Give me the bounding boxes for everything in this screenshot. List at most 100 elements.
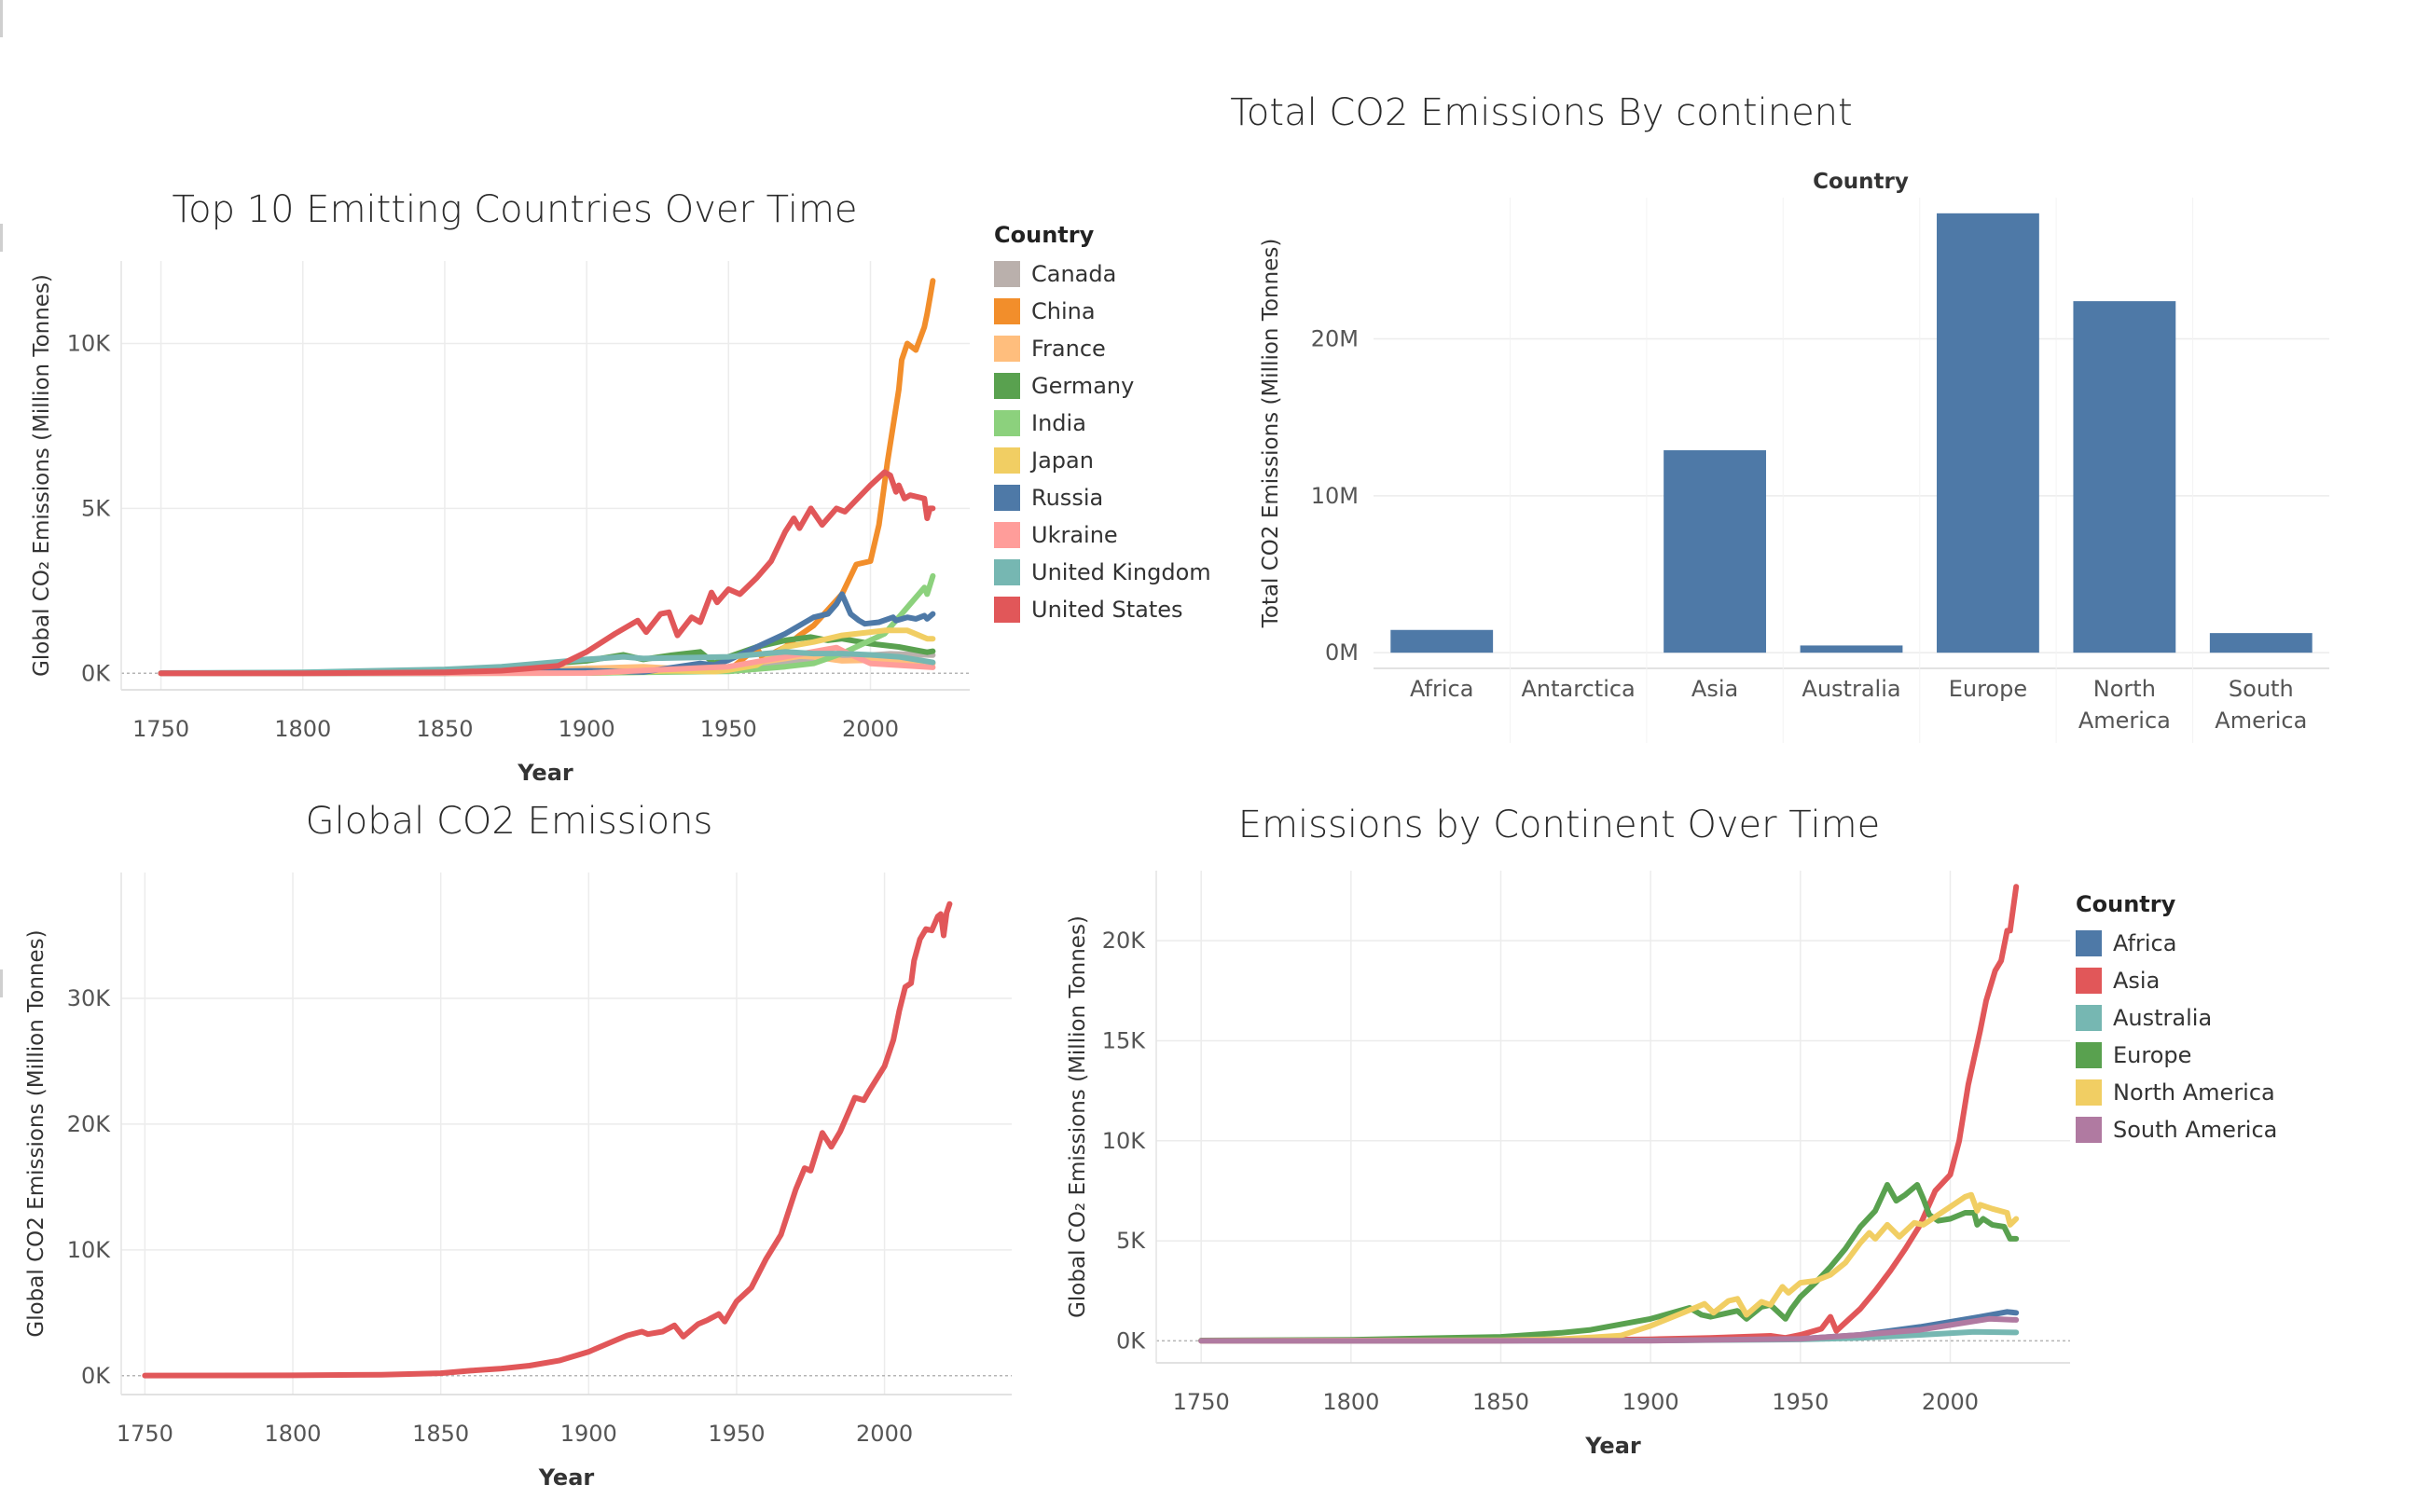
y-tick-label: 10K bbox=[1102, 1128, 1147, 1154]
legend-item[interactable]: United States bbox=[994, 591, 1211, 628]
x-axis-title: Year bbox=[538, 1464, 595, 1491]
legend-item[interactable]: China bbox=[994, 293, 1211, 330]
legend-label: Asia bbox=[2113, 968, 2161, 994]
x-category-label: Africa bbox=[1410, 676, 1473, 702]
x-tick-label: 2000 bbox=[856, 1421, 913, 1447]
series-line-global bbox=[142, 900, 953, 1379]
x-category-label: Europe bbox=[1949, 676, 2027, 702]
legend-item[interactable]: France bbox=[994, 330, 1211, 367]
bar-south-america bbox=[2209, 633, 2313, 653]
legend-swatch bbox=[2076, 930, 2102, 956]
legend-item[interactable]: North America bbox=[2076, 1074, 2277, 1111]
y-tick-label: 20M bbox=[1311, 326, 1359, 352]
top10-countries-plot: 1750 1800 1850 1900 1950 2000 0K 5K 10K Year Globa… bbox=[30, 261, 970, 786]
series-line-north-america bbox=[1198, 1191, 2020, 1344]
legend-item[interactable]: Australia bbox=[2076, 999, 2277, 1037]
x-tick-label: 1900 bbox=[559, 716, 615, 742]
bar-asia bbox=[1664, 450, 1766, 653]
legend-swatch bbox=[2076, 1042, 2102, 1068]
legend-swatch bbox=[2076, 1117, 2102, 1143]
series-line-china bbox=[158, 278, 936, 677]
legend-label: France bbox=[1031, 336, 1106, 362]
x-tick-label: 1800 bbox=[1322, 1389, 1379, 1415]
x-category-label: Australia bbox=[1802, 676, 1900, 702]
y-axis-title: Total CO2 Emissions (Million Tonnes) bbox=[1259, 239, 1283, 629]
x-tick-label: 1900 bbox=[560, 1421, 617, 1447]
legend-label: China bbox=[1031, 298, 1096, 324]
x-tick-label: 1800 bbox=[274, 716, 331, 742]
legend-title: Country bbox=[2076, 891, 2176, 917]
bar-north-america bbox=[2073, 301, 2176, 653]
legend-swatch bbox=[2076, 1005, 2102, 1031]
legend-label: India bbox=[1031, 410, 1086, 436]
y-tick-label: 10M bbox=[1311, 483, 1359, 509]
legend-label: Canada bbox=[1031, 261, 1117, 287]
series-line-asia bbox=[1198, 884, 2020, 1344]
legend-swatch bbox=[2076, 1079, 2102, 1106]
legend-swatch bbox=[994, 373, 1020, 399]
y-tick-label: 0K bbox=[81, 660, 111, 686]
legend-item[interactable]: Russia bbox=[994, 479, 1211, 516]
legend-item[interactable]: Germany bbox=[994, 367, 1211, 405]
column-header: Country bbox=[1813, 170, 1909, 194]
legend-label: Australia bbox=[2113, 1005, 2213, 1031]
y-axis-title: Global CO2 Emissions (Million Tonnes) bbox=[24, 929, 48, 1337]
legend-swatch bbox=[2076, 968, 2102, 994]
legend-swatch bbox=[994, 261, 1020, 287]
x-tick-label: 1950 bbox=[708, 1421, 765, 1447]
x-tick-label: 1850 bbox=[416, 716, 473, 742]
x-tick-label: 1950 bbox=[1772, 1389, 1829, 1415]
y-tick-label: 0M bbox=[1325, 639, 1359, 666]
series-line-united-kingdom bbox=[158, 649, 936, 676]
legend-label: Russia bbox=[1031, 485, 1104, 511]
legend-item[interactable]: Ukraine bbox=[994, 516, 1211, 554]
y-tick-label: 30K bbox=[67, 985, 112, 1011]
x-tick-label: 1950 bbox=[700, 716, 757, 742]
x-category-label: Antarctica bbox=[1522, 676, 1636, 702]
country-legend: Country Canada China France Germany India Jap… bbox=[994, 222, 1211, 628]
window-edge-mark bbox=[0, 0, 3, 37]
x-tick-label: 1900 bbox=[1622, 1389, 1679, 1415]
legend-label: Japan bbox=[1031, 447, 1094, 474]
x-category-label: North bbox=[2093, 676, 2156, 702]
x-axis-title: Year bbox=[517, 760, 573, 786]
y-tick-label: 5K bbox=[81, 495, 111, 521]
chart-title: Top 10 Emitting Countries Over Time bbox=[172, 188, 858, 231]
y-tick-label: 20K bbox=[67, 1111, 112, 1137]
legend-swatch bbox=[994, 522, 1020, 548]
chart-title: Global CO2 Emissions bbox=[305, 800, 713, 843]
series-line-south-america bbox=[1198, 1315, 2020, 1344]
chart-title: Emissions by Continent Over Time bbox=[1237, 804, 1881, 846]
x-category-label: Asia bbox=[1691, 676, 1738, 702]
x-category-label: America bbox=[2215, 708, 2307, 734]
series-line-united-states bbox=[158, 469, 936, 677]
legend-label: United Kingdom bbox=[1031, 559, 1211, 585]
legend-item[interactable]: India bbox=[994, 405, 1211, 442]
legend-item[interactable]: South America bbox=[2076, 1111, 2277, 1148]
legend-item[interactable]: United Kingdom bbox=[994, 554, 1211, 591]
continent-legend: Country Africa Asia Australia Europe North A… bbox=[2076, 891, 2277, 1148]
x-tick-label: 1800 bbox=[264, 1421, 321, 1447]
legend-label: United States bbox=[1031, 597, 1183, 623]
legend-swatch bbox=[994, 485, 1020, 511]
legend-item[interactable]: Asia bbox=[2076, 962, 2277, 999]
y-axis-title: Global CO₂ Emissions (Million Tonnes) bbox=[1066, 915, 1090, 1318]
x-tick-label: 1750 bbox=[117, 1421, 173, 1447]
legend-item[interactable]: Canada bbox=[994, 255, 1211, 293]
series-line-russia bbox=[158, 591, 936, 677]
chart-title: Total CO2 Emissions By continent bbox=[1230, 91, 1853, 134]
x-category-label: South bbox=[2229, 676, 2294, 702]
x-tick-label: 2000 bbox=[1922, 1389, 1979, 1415]
legend-item[interactable]: Japan bbox=[994, 442, 1211, 479]
legend-label: Ukraine bbox=[1031, 522, 1118, 548]
legend-item[interactable]: Africa bbox=[2076, 925, 2277, 962]
bar-africa bbox=[1390, 629, 1494, 653]
legend-item[interactable]: Europe bbox=[2076, 1037, 2277, 1074]
x-axis-title: Year bbox=[1584, 1433, 1641, 1459]
global-co2-plot: 1750 1800 1850 1900 1950 2000 0K 10K 20K 30K Year G… bbox=[24, 873, 1012, 1491]
legend-label: North America bbox=[2113, 1079, 2275, 1106]
x-tick-label: 1850 bbox=[412, 1421, 469, 1447]
top10-countries-chart: Top 10 Emitting Countries Over Time 1750… bbox=[0, 0, 1212, 792]
y-tick-label: 10K bbox=[67, 330, 112, 356]
legend-swatch bbox=[994, 597, 1020, 623]
